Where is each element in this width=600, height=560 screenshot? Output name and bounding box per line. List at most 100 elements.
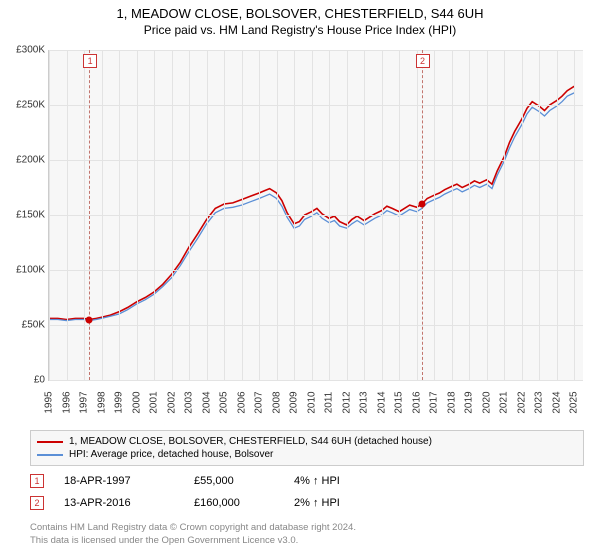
chart-subtitle: Price paid vs. HM Land Registry's House …: [0, 21, 600, 37]
legend-swatch: [37, 441, 63, 443]
plot-area: £0£50K£100K£150K£200K£250K£300K199519961…: [48, 50, 583, 381]
x-axis-label: 2009: [289, 391, 300, 413]
legend-label: 1, MEADOW CLOSE, BOLSOVER, CHESTERFIELD,…: [69, 436, 432, 447]
x-axis-label: 2019: [464, 391, 475, 413]
legend-box: 1, MEADOW CLOSE, BOLSOVER, CHESTERFIELD,…: [30, 430, 584, 466]
x-axis-label: 2016: [411, 391, 422, 413]
x-gridline: [242, 50, 243, 380]
x-axis-label: 2021: [499, 391, 510, 413]
x-gridline: [399, 50, 400, 380]
transaction-badge: 1: [30, 474, 44, 488]
transaction-date: 13-APR-2016: [64, 497, 174, 509]
x-gridline: [119, 50, 120, 380]
x-axis-label: 2002: [166, 391, 177, 413]
x-gridline: [154, 50, 155, 380]
x-gridline: [277, 50, 278, 380]
x-axis-label: 2017: [429, 391, 440, 413]
transaction-price: £160,000: [194, 497, 274, 509]
x-gridline: [382, 50, 383, 380]
x-axis-label: 1999: [114, 391, 125, 413]
x-axis-label: 2007: [254, 391, 265, 413]
x-axis-label: 2008: [271, 391, 282, 413]
y-gridline: [49, 105, 583, 106]
legend-swatch: [37, 454, 63, 456]
legend-item: HPI: Average price, detached house, Bols…: [37, 448, 577, 461]
x-gridline: [312, 50, 313, 380]
x-gridline: [452, 50, 453, 380]
x-gridline: [102, 50, 103, 380]
legend-label: HPI: Average price, detached house, Bols…: [69, 449, 273, 460]
y-gridline: [49, 325, 583, 326]
x-gridline: [434, 50, 435, 380]
footer-line-1: Contains HM Land Registry data © Crown c…: [30, 522, 570, 535]
x-axis-label: 2012: [341, 391, 352, 413]
chart-title: 1, MEADOW CLOSE, BOLSOVER, CHESTERFIELD,…: [0, 0, 600, 21]
y-gridline: [49, 50, 583, 51]
x-gridline: [347, 50, 348, 380]
x-axis-label: 1997: [79, 391, 90, 413]
x-gridline: [207, 50, 208, 380]
x-gridline: [504, 50, 505, 380]
x-axis-label: 1998: [96, 391, 107, 413]
x-gridline: [539, 50, 540, 380]
x-axis-label: 2025: [569, 391, 580, 413]
transaction-row: 213-APR-2016£160,0002% ↑ HPI: [30, 492, 570, 514]
x-gridline: [172, 50, 173, 380]
x-axis-label: 2023: [534, 391, 545, 413]
marker-badge-2: 2: [416, 54, 430, 68]
x-axis-label: 2018: [446, 391, 457, 413]
y-gridline: [49, 270, 583, 271]
y-gridline: [49, 380, 583, 381]
chart-container: 1, MEADOW CLOSE, BOLSOVER, CHESTERFIELD,…: [0, 0, 600, 560]
x-axis-label: 2000: [131, 391, 142, 413]
x-gridline: [259, 50, 260, 380]
transaction-badge: 2: [30, 496, 44, 510]
x-gridline: [417, 50, 418, 380]
x-axis-label: 2013: [359, 391, 370, 413]
x-gridline: [522, 50, 523, 380]
x-axis-label: 2006: [236, 391, 247, 413]
x-axis-label: 1996: [61, 391, 72, 413]
y-axis-label: £250K: [5, 100, 45, 111]
x-gridline: [557, 50, 558, 380]
y-axis-label: £150K: [5, 210, 45, 221]
transaction-date: 18-APR-1997: [64, 475, 174, 487]
x-axis-label: 2014: [376, 391, 387, 413]
transactions-table: 1 18-APR-1997 £55,000 4% ↑ HPI 2 13-APR-2016 £…: [30, 470, 570, 514]
y-gridline: [49, 160, 583, 161]
footer-line-2: This data is licensed under the Open Gov…: [30, 535, 570, 548]
x-gridline: [224, 50, 225, 380]
x-axis-label: 2001: [149, 391, 160, 413]
x-gridline: [469, 50, 470, 380]
x-axis-label: 2015: [394, 391, 405, 413]
y-gridline: [49, 215, 583, 216]
x-gridline: [189, 50, 190, 380]
y-axis-label: £50K: [5, 320, 45, 331]
marker-line-1: [89, 50, 90, 380]
x-axis-label: 2020: [481, 391, 492, 413]
y-axis-label: £200K: [5, 155, 45, 166]
x-axis-label: 2003: [184, 391, 195, 413]
x-gridline: [487, 50, 488, 380]
x-gridline: [364, 50, 365, 380]
marker-dot-1: [86, 316, 93, 323]
x-axis-label: 2022: [516, 391, 527, 413]
x-axis-label: 2024: [551, 391, 562, 413]
marker-badge-1: 1: [83, 54, 97, 68]
y-axis-label: £0: [5, 375, 45, 386]
x-gridline: [137, 50, 138, 380]
x-gridline: [67, 50, 68, 380]
x-gridline: [294, 50, 295, 380]
x-axis-label: 2011: [324, 392, 335, 414]
transaction-hpi: 4% ↑ HPI: [294, 475, 374, 487]
marker-line-2: [422, 50, 423, 380]
x-gridline: [329, 50, 330, 380]
x-gridline: [574, 50, 575, 380]
marker-dot-2: [418, 201, 425, 208]
x-gridline: [84, 50, 85, 380]
x-axis-label: 1995: [44, 391, 55, 413]
transaction-price: £55,000: [194, 475, 274, 487]
footer-attribution: Contains HM Land Registry data © Crown c…: [30, 522, 570, 548]
x-axis-label: 2010: [306, 391, 317, 413]
x-axis-label: 2005: [219, 391, 230, 413]
